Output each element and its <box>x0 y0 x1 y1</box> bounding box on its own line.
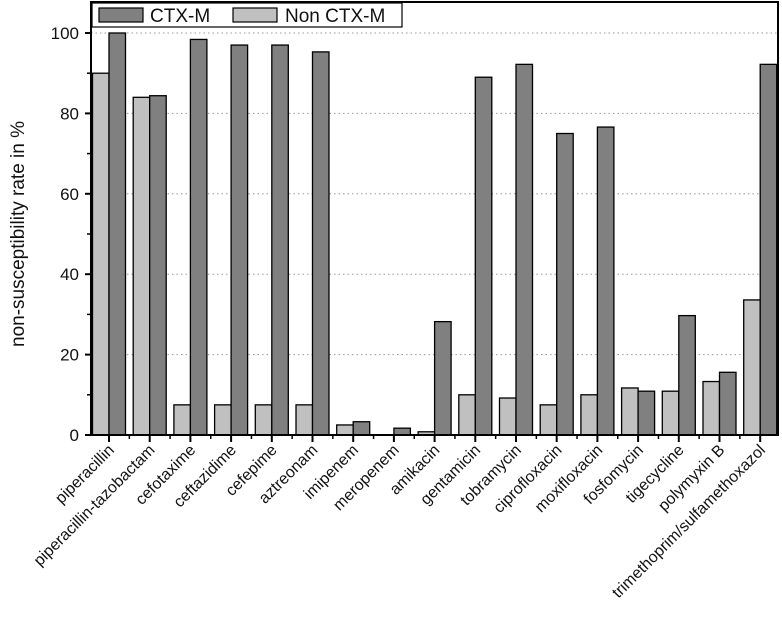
bar-non-ctx-m <box>336 424 354 436</box>
legend-swatch-ctx-m <box>98 7 144 23</box>
bar-ctx-m <box>271 44 289 436</box>
bar-ctx-m <box>515 63 534 436</box>
bar-ctx-m <box>352 421 371 436</box>
bar-non-ctx-m <box>91 72 110 436</box>
bar-non-ctx-m <box>661 390 680 436</box>
legend: CTX-M Non CTX-M <box>91 2 403 28</box>
bar-ctx-m <box>596 126 615 436</box>
y-tick-label: 60 <box>60 185 79 204</box>
bar-non-ctx-m <box>539 404 558 436</box>
y-tick-label: 40 <box>60 265 79 284</box>
bar-ctx-m <box>433 320 452 436</box>
bar-ctx-m <box>556 132 574 436</box>
bar-ctx-m <box>108 32 127 436</box>
legend-swatch-non-ctx-m <box>232 7 278 23</box>
bar-ctx-m <box>637 390 656 436</box>
bar-ctx-m <box>311 51 330 436</box>
bar-ctx-m <box>189 38 208 436</box>
y-tick-label: 20 <box>60 346 79 365</box>
bar-ctx-m <box>149 95 167 436</box>
bar-non-ctx-m <box>702 380 721 436</box>
bar-non-ctx-m <box>620 387 639 436</box>
bar-ctx-m <box>230 44 249 436</box>
bar-non-ctx-m <box>498 397 517 436</box>
y-tick-label: 100 <box>51 24 79 43</box>
y-axis: 0 20 40 60 80 100 <box>51 24 91 445</box>
y-tick-label: 0 <box>70 426 79 445</box>
bar-ctx-m <box>474 76 493 436</box>
legend-label-non-ctx-m: Non CTX-M <box>285 6 385 27</box>
bar-ctx-m <box>718 371 737 436</box>
bar-non-ctx-m <box>173 404 192 436</box>
legend-label-ctx-m: CTX-M <box>150 6 210 27</box>
bar-non-ctx-m <box>132 96 151 436</box>
bar-non-ctx-m <box>743 299 761 436</box>
bar-non-ctx-m <box>458 394 476 436</box>
bar-ctx-m <box>759 63 778 436</box>
bar-non-ctx-m <box>213 404 232 436</box>
x-axis: piperacillinpiperacillin-tazobactamcefot… <box>31 435 769 602</box>
bar-ctx-m <box>678 314 696 436</box>
bar-ctx-m <box>393 427 412 436</box>
bars <box>91 32 778 436</box>
bar-non-ctx-m <box>254 404 273 436</box>
bar-non-ctx-m <box>295 404 314 436</box>
bar-non-ctx-m <box>580 394 599 436</box>
y-axis-title: non-susceptibility rate in % <box>8 121 29 347</box>
y-tick-label: 80 <box>60 104 79 123</box>
